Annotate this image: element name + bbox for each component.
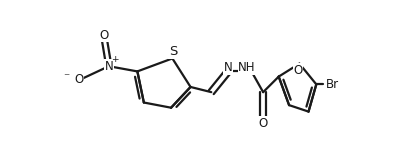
Text: N: N	[224, 61, 232, 74]
Text: N: N	[105, 60, 113, 73]
Text: S: S	[169, 45, 177, 58]
Text: O: O	[293, 64, 303, 77]
Text: O: O	[74, 73, 84, 86]
Text: ⁻: ⁻	[64, 71, 70, 84]
Text: Br: Br	[326, 78, 339, 91]
Text: O: O	[99, 29, 108, 42]
Text: +: +	[111, 55, 118, 64]
Text: NH: NH	[239, 61, 256, 74]
Text: O: O	[258, 117, 268, 130]
